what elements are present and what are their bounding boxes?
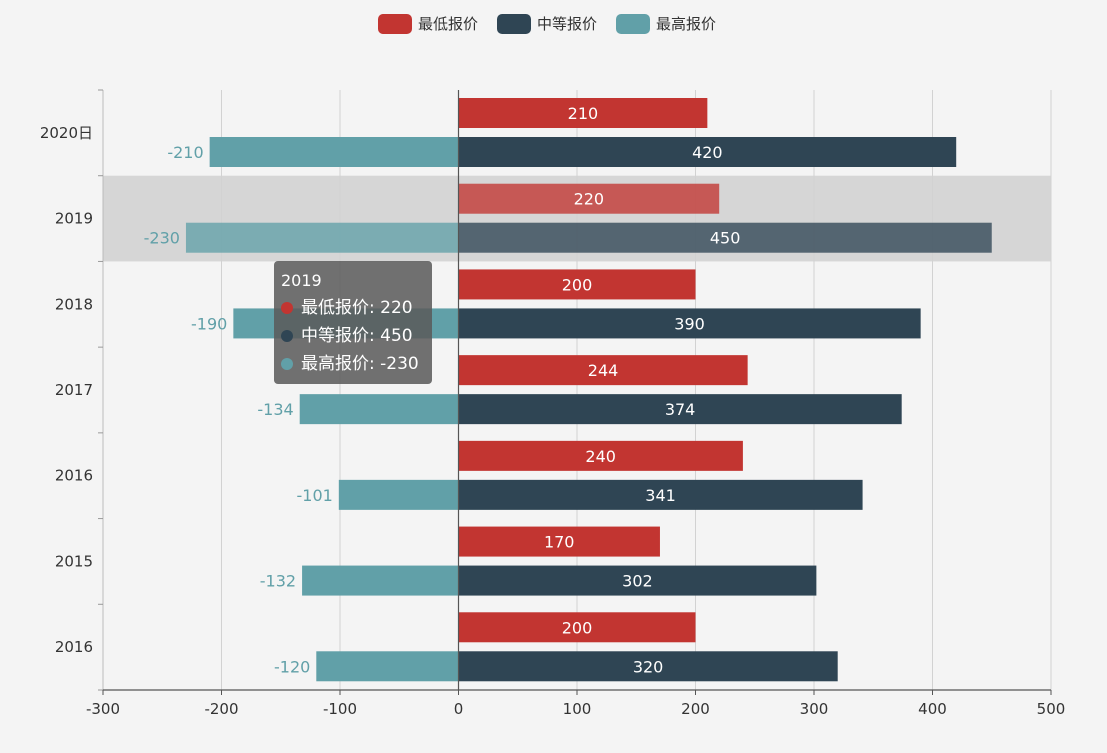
y-tick-label: 2015	[55, 552, 93, 570]
bar-label: -134	[257, 400, 293, 419]
tooltip-dot-high	[281, 358, 293, 370]
legend-swatch	[616, 14, 650, 34]
bar	[299, 394, 459, 425]
bar	[338, 479, 459, 510]
bar-label: -132	[260, 572, 296, 591]
x-tick-label: 0	[454, 700, 464, 718]
bar-label: 420	[692, 143, 723, 162]
bar-label: -120	[274, 657, 310, 676]
tooltip-row-high: 最高报价: -230	[281, 350, 425, 378]
tooltip-text-mid: 中等报价: 450	[301, 326, 413, 346]
y-tick-label: 2016	[55, 638, 93, 656]
bar	[458, 612, 696, 643]
bar	[458, 183, 720, 214]
bar	[185, 222, 459, 253]
y-tick-label: 2020日	[40, 124, 93, 142]
bar-label: 240	[585, 447, 616, 466]
legend-swatch	[497, 14, 531, 34]
x-tick-label: 500	[1037, 700, 1066, 718]
bar	[458, 222, 992, 253]
bar-label: -101	[297, 486, 333, 505]
bar	[458, 137, 957, 167]
bar-label: 302	[622, 572, 653, 591]
bar	[458, 565, 817, 596]
bar-label: 170	[544, 533, 575, 552]
bar-label: 220	[574, 190, 605, 209]
bar-label: 200	[562, 275, 593, 294]
y-tick-label: 2016	[55, 467, 93, 485]
bar-label: 341	[645, 486, 676, 505]
x-tick-label: 400	[918, 700, 947, 718]
bar-label: 244	[588, 361, 619, 380]
bar	[458, 308, 921, 339]
bar-label: 200	[562, 618, 593, 637]
bar	[458, 98, 708, 128]
bar-label: 450	[710, 229, 741, 248]
bar	[316, 651, 459, 682]
bar-label: -230	[144, 229, 180, 248]
bar	[458, 355, 748, 386]
tooltip-text-high: 最高报价: -230	[301, 354, 419, 374]
x-tick-label: 200	[681, 700, 710, 718]
bar	[458, 651, 838, 682]
legend-swatch	[378, 14, 412, 34]
bar	[458, 440, 743, 471]
bar	[458, 394, 902, 425]
bar	[458, 526, 660, 557]
x-tick-label: -100	[323, 700, 357, 718]
tooltip-row-mid: 中等报价: 450	[281, 322, 425, 350]
bar	[458, 479, 863, 510]
bar	[458, 269, 696, 300]
tooltip-title: 2019	[281, 271, 322, 290]
bar-label: -210	[167, 143, 203, 162]
x-tick-label: -200	[204, 700, 238, 718]
legend-label: 最低报价	[418, 15, 478, 33]
bar-label: 390	[674, 314, 705, 333]
y-tick-label: 2019	[55, 210, 93, 228]
legend-label: 最高报价	[656, 15, 716, 33]
bar-label: 374	[665, 400, 696, 419]
tooltip-row-low: 最低报价: 220	[281, 294, 425, 322]
legend-label: 中等报价	[537, 15, 597, 33]
y-tick-label: 2017	[55, 381, 93, 399]
chart-tooltip: 2019 最低报价: 220 中等报价: 450 最高报价: -230	[274, 261, 432, 384]
bar-label: 210	[568, 104, 599, 123]
bar-label: 320	[633, 657, 664, 676]
bar	[209, 137, 459, 167]
y-tick-label: 2018	[55, 295, 93, 313]
x-tick-label: -300	[86, 700, 120, 718]
tooltip-dot-low	[281, 302, 293, 314]
bar	[302, 565, 459, 596]
x-tick-label: 300	[800, 700, 829, 718]
tooltip-text-low: 最低报价: 220	[301, 298, 413, 318]
tooltip-dot-mid	[281, 330, 293, 342]
x-tick-label: 100	[563, 700, 592, 718]
bar-label: -190	[191, 314, 227, 333]
